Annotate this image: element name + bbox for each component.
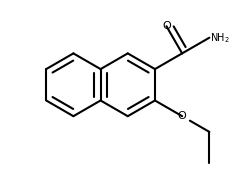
Text: NH$_2$: NH$_2$ (210, 31, 230, 45)
Text: O: O (178, 111, 186, 121)
Text: O: O (162, 21, 171, 31)
